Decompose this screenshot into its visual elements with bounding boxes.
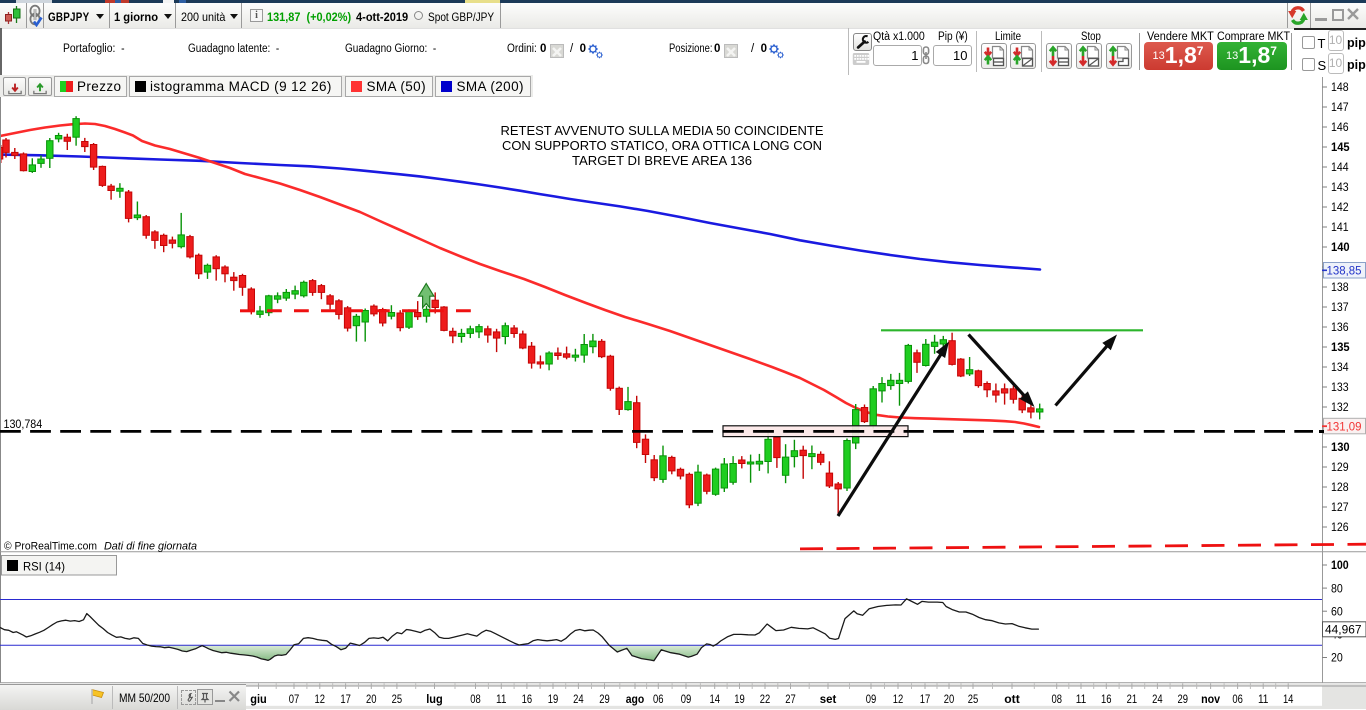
svg-text:144: 144 bbox=[1331, 160, 1349, 174]
svg-text:12: 12 bbox=[893, 694, 904, 706]
svg-text:07: 07 bbox=[289, 694, 300, 706]
svg-text:138: 138 bbox=[1331, 280, 1349, 294]
svg-text:142: 142 bbox=[1331, 200, 1349, 214]
svg-text:136: 136 bbox=[1331, 320, 1349, 334]
svg-text:ott: ott bbox=[1004, 694, 1020, 706]
svg-text:17: 17 bbox=[340, 694, 351, 706]
svg-text:19: 19 bbox=[548, 694, 559, 706]
svg-text:20: 20 bbox=[366, 694, 377, 706]
svg-text:126: 126 bbox=[1331, 520, 1349, 534]
svg-text:11: 11 bbox=[1076, 694, 1087, 706]
svg-text:22: 22 bbox=[760, 694, 771, 706]
svg-text:137: 137 bbox=[1331, 300, 1349, 314]
svg-text:Dati di fine giornata: Dati di fine giornata bbox=[104, 541, 197, 553]
svg-text:143: 143 bbox=[1331, 180, 1349, 194]
svg-text:ago: ago bbox=[626, 694, 645, 706]
svg-text:100: 100 bbox=[1331, 558, 1349, 572]
svg-text:08: 08 bbox=[1051, 694, 1062, 706]
svg-text:24: 24 bbox=[1152, 694, 1163, 706]
svg-text:20: 20 bbox=[944, 694, 955, 706]
svg-text:131,09: 131,09 bbox=[1327, 419, 1362, 433]
svg-text:11: 11 bbox=[1258, 694, 1269, 706]
svg-text:145: 145 bbox=[1331, 140, 1350, 154]
svg-text:60: 60 bbox=[1331, 604, 1343, 618]
svg-text:nov: nov bbox=[1201, 694, 1221, 706]
svg-text:09: 09 bbox=[866, 694, 877, 706]
svg-text:06: 06 bbox=[653, 694, 664, 706]
svg-text:130: 130 bbox=[1331, 440, 1350, 454]
svg-text:25: 25 bbox=[968, 694, 979, 706]
svg-text:27: 27 bbox=[785, 694, 796, 706]
svg-text:133: 133 bbox=[1331, 380, 1349, 394]
svg-text:80: 80 bbox=[1331, 581, 1343, 595]
svg-text:19: 19 bbox=[734, 694, 745, 706]
svg-text:129: 129 bbox=[1331, 460, 1349, 474]
svg-text:20: 20 bbox=[1331, 651, 1343, 665]
svg-text:14: 14 bbox=[1283, 694, 1294, 706]
svg-text:TARGET DI BREVE AREA 136: TARGET DI BREVE AREA 136 bbox=[572, 153, 752, 168]
svg-text:14: 14 bbox=[709, 694, 720, 706]
svg-text:set: set bbox=[820, 694, 837, 706]
svg-text:132: 132 bbox=[1331, 400, 1349, 414]
svg-text:08: 08 bbox=[470, 694, 481, 706]
svg-text:RETEST AVVENUTO SULLA MEDIA 50: RETEST AVVENUTO SULLA MEDIA 50 COINCIDEN… bbox=[501, 123, 824, 138]
svg-text:135: 135 bbox=[1331, 340, 1350, 354]
svg-text:140: 140 bbox=[1331, 240, 1350, 254]
svg-text:giu: giu bbox=[250, 694, 267, 706]
svg-text:16: 16 bbox=[1101, 694, 1112, 706]
svg-text:24: 24 bbox=[573, 694, 584, 706]
svg-text:lug: lug bbox=[426, 694, 443, 706]
svg-text:141: 141 bbox=[1331, 220, 1349, 234]
svg-text:RSI (14): RSI (14) bbox=[23, 560, 65, 574]
svg-text:146: 146 bbox=[1331, 120, 1349, 134]
svg-text:138,85: 138,85 bbox=[1327, 264, 1362, 278]
svg-text:29: 29 bbox=[599, 694, 610, 706]
svg-text:11: 11 bbox=[496, 694, 507, 706]
svg-text:06: 06 bbox=[1232, 694, 1243, 706]
svg-text:© ProRealTime.com: © ProRealTime.com bbox=[4, 541, 97, 553]
svg-text:CON SUPPORTO STATICO, ORA OTTI: CON SUPPORTO STATICO, ORA OTTICA LONG CO… bbox=[502, 138, 822, 153]
svg-text:17: 17 bbox=[920, 694, 931, 706]
svg-text:25: 25 bbox=[392, 694, 403, 706]
svg-text:29: 29 bbox=[1177, 694, 1188, 706]
svg-text:44,967: 44,967 bbox=[1325, 623, 1362, 637]
svg-text:147: 147 bbox=[1331, 100, 1349, 114]
svg-text:12: 12 bbox=[315, 694, 326, 706]
svg-text:128: 128 bbox=[1331, 480, 1349, 494]
svg-text:130,784: 130,784 bbox=[4, 417, 43, 431]
svg-text:16: 16 bbox=[522, 694, 533, 706]
svg-text:09: 09 bbox=[681, 694, 692, 706]
svg-text:148: 148 bbox=[1331, 80, 1349, 94]
svg-text:127: 127 bbox=[1331, 500, 1349, 514]
svg-text:134: 134 bbox=[1331, 360, 1349, 374]
svg-text:21: 21 bbox=[1127, 694, 1138, 706]
